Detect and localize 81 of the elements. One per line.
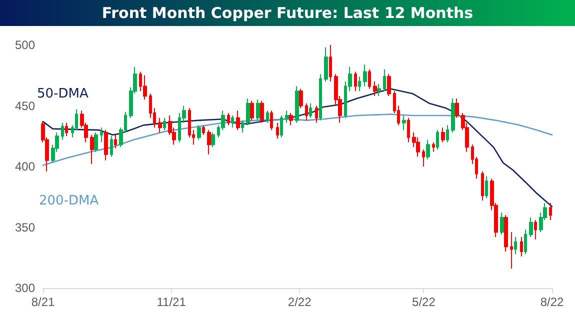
candlestick bbox=[402, 114, 406, 131]
candlestick bbox=[324, 46, 328, 82]
y-tick-label: 400 bbox=[14, 160, 36, 174]
candlestick bbox=[202, 124, 205, 136]
candlestick bbox=[227, 112, 230, 126]
candlestick bbox=[295, 86, 299, 124]
candlestick bbox=[441, 127, 445, 143]
candlestick bbox=[270, 110, 273, 131]
candlestick bbox=[436, 130, 439, 150]
x-tick-label: 11/21 bbox=[156, 295, 186, 309]
candlestick bbox=[383, 68, 386, 92]
candlestick bbox=[529, 217, 533, 238]
candlestick bbox=[285, 110, 289, 124]
candlestick bbox=[231, 114, 234, 128]
chart-title: Front Month Copper Future: Last 12 Months bbox=[0, 0, 575, 26]
candlestick bbox=[455, 98, 459, 118]
candlestick bbox=[354, 71, 357, 92]
x-tick-label: 8/22 bbox=[540, 295, 564, 309]
candlestick bbox=[510, 232, 513, 270]
candlestick bbox=[289, 112, 293, 126]
candlestick bbox=[315, 105, 318, 124]
candlestick bbox=[197, 124, 201, 140]
candlestick bbox=[163, 117, 166, 131]
candlestick bbox=[236, 110, 240, 131]
candlestick bbox=[280, 114, 283, 138]
candlestick bbox=[305, 102, 308, 121]
candlestick bbox=[61, 122, 64, 140]
line-series bbox=[42, 114, 553, 166]
candlestick bbox=[514, 236, 517, 254]
candlestick bbox=[481, 170, 484, 202]
candlestick bbox=[100, 127, 103, 143]
candlestick bbox=[256, 99, 260, 121]
candlestick bbox=[329, 44, 332, 82]
text: 200-DMA bbox=[39, 193, 99, 208]
candlestick bbox=[158, 117, 162, 133]
candlestick bbox=[309, 102, 312, 118]
candlestick bbox=[426, 139, 430, 160]
candlestick bbox=[207, 130, 211, 155]
candlestick bbox=[358, 76, 361, 92]
candlestick bbox=[211, 132, 215, 148]
candlestick bbox=[299, 88, 303, 109]
candlestick bbox=[520, 236, 523, 257]
candlestick bbox=[549, 202, 552, 220]
candlestick bbox=[319, 74, 322, 121]
candlestick bbox=[416, 136, 420, 158]
candlestick bbox=[94, 132, 98, 152]
candlestick bbox=[504, 214, 508, 252]
candlestick bbox=[534, 219, 537, 240]
candlestick bbox=[373, 80, 377, 97]
series-label: 50-DMA bbox=[37, 86, 88, 102]
x-tick-label: 2/22 bbox=[288, 295, 312, 309]
candlestick bbox=[114, 134, 117, 149]
candlestick bbox=[246, 98, 250, 126]
candlestick bbox=[407, 117, 410, 143]
candlestick bbox=[377, 83, 381, 97]
candlestick bbox=[260, 100, 264, 124]
candlestick bbox=[276, 122, 279, 140]
candlestick bbox=[104, 130, 108, 161]
candlestick bbox=[422, 148, 425, 167]
candlestick bbox=[110, 136, 113, 158]
candlestick bbox=[387, 74, 391, 97]
y-tick-label: 300 bbox=[14, 281, 36, 295]
candlestick bbox=[432, 142, 435, 152]
candlestick bbox=[368, 68, 371, 90]
x-tick-label: 5/22 bbox=[412, 295, 436, 309]
candlestick bbox=[65, 122, 68, 137]
candlestick bbox=[143, 74, 147, 100]
candlestick bbox=[451, 98, 455, 133]
candlestick bbox=[363, 64, 367, 87]
x-tick-label: 8/21 bbox=[31, 295, 55, 309]
y-tick-label: 350 bbox=[14, 220, 36, 234]
candlestick bbox=[90, 134, 94, 165]
candlestick bbox=[266, 110, 269, 124]
candlestick bbox=[485, 176, 488, 199]
candlestick bbox=[241, 120, 244, 133]
candlestick bbox=[524, 229, 527, 254]
candlestick bbox=[446, 124, 449, 143]
y-tick-label: 500 bbox=[14, 38, 36, 52]
candlestick bbox=[500, 212, 504, 236]
candlestick bbox=[250, 100, 254, 121]
y-tick-label: 450 bbox=[14, 98, 36, 113]
